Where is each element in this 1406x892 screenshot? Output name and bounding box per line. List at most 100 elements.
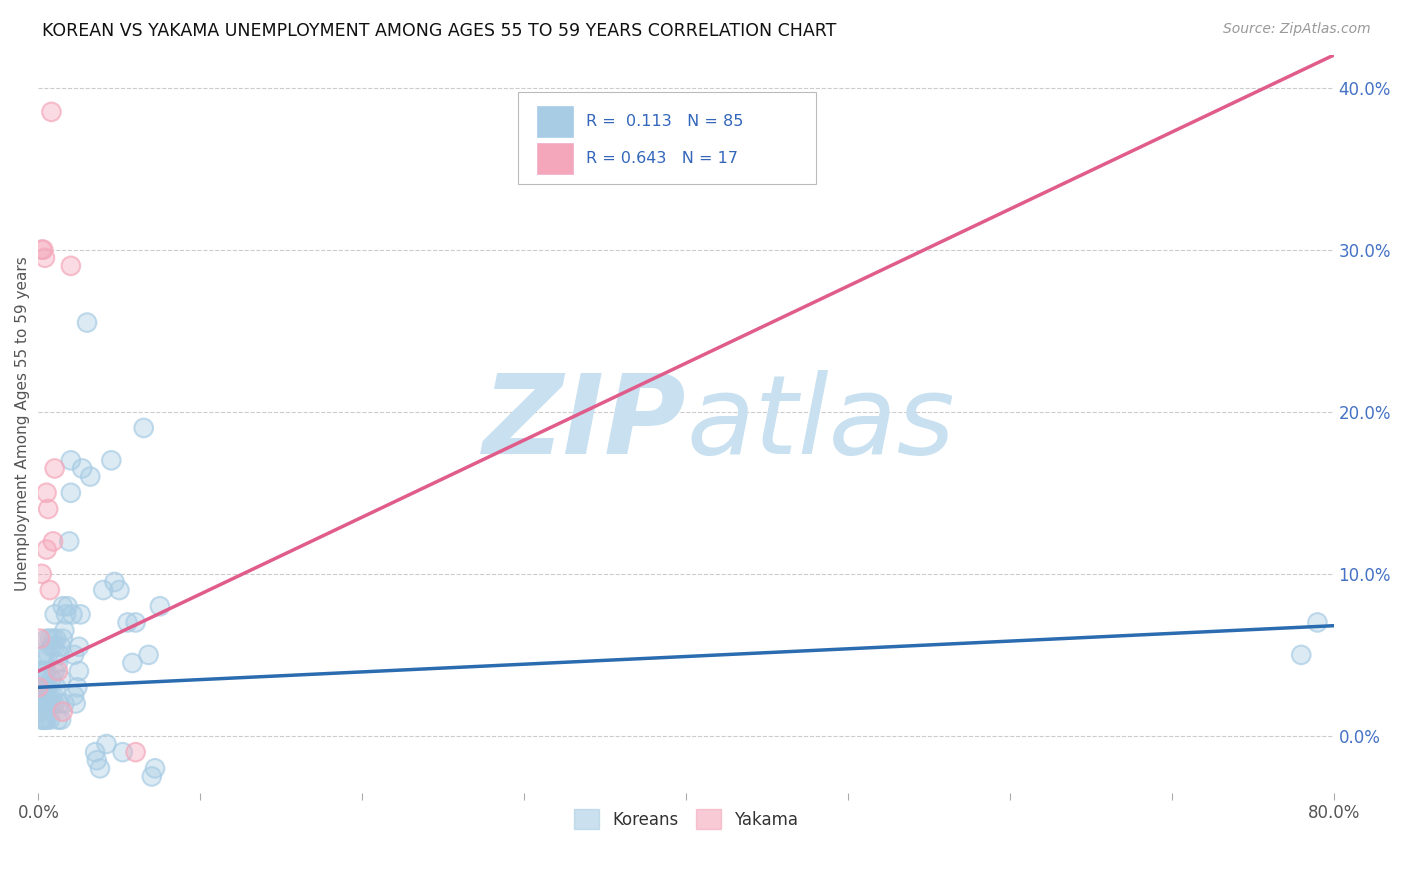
Point	[44, 697, 66, 711]
Point	[30, 705, 52, 719]
Point	[38, 582, 60, 597]
Point	[37, 502, 59, 516]
Point	[32, 713, 55, 727]
Point	[76, 316, 98, 330]
Point	[89, 761, 111, 775]
Point	[37, 697, 59, 711]
Point	[111, 745, 134, 759]
Point	[121, 656, 143, 670]
Point	[66, 681, 89, 695]
Point	[32, 697, 55, 711]
Point	[67, 664, 90, 678]
Point	[1291, 648, 1313, 662]
Point	[52, 599, 75, 614]
Point	[96, 737, 118, 751]
Point	[89, 761, 111, 775]
Point	[117, 615, 139, 630]
Point	[34, 251, 56, 265]
Point	[44, 640, 66, 654]
Point	[59, 485, 82, 500]
Point	[34, 251, 56, 265]
Point	[67, 664, 90, 678]
Point	[45, 632, 67, 646]
Point	[58, 534, 80, 549]
Point	[141, 769, 163, 783]
Point	[37, 502, 59, 516]
Point	[42, 632, 65, 646]
Point	[52, 705, 75, 719]
Point	[31, 681, 53, 695]
Point	[44, 664, 66, 678]
Point	[100, 453, 122, 467]
Point	[55, 607, 77, 622]
Point	[124, 745, 146, 759]
Point	[35, 713, 58, 727]
Point	[49, 672, 72, 686]
Point	[52, 599, 75, 614]
Point	[35, 664, 58, 678]
Point	[143, 761, 166, 775]
Point	[32, 664, 55, 678]
Point	[44, 664, 66, 678]
Point	[30, 632, 52, 646]
Point	[121, 656, 143, 670]
Point	[32, 681, 55, 695]
Point	[111, 745, 134, 759]
Point	[38, 713, 60, 727]
Point	[45, 681, 67, 695]
Point	[46, 713, 69, 727]
FancyBboxPatch shape	[517, 92, 815, 185]
Text: R =  0.113   N = 85: R = 0.113 N = 85	[586, 114, 744, 129]
Point	[41, 672, 63, 686]
Point	[31, 243, 53, 257]
Point	[34, 664, 56, 678]
Point	[42, 534, 65, 549]
Point	[91, 582, 114, 597]
Point	[31, 664, 53, 678]
Point	[62, 607, 84, 622]
Text: R = 0.643   N = 17: R = 0.643 N = 17	[586, 151, 738, 166]
Point	[67, 640, 90, 654]
Point	[86, 753, 108, 767]
Point	[37, 648, 59, 662]
Point	[32, 713, 55, 727]
Point	[132, 421, 155, 435]
Point	[66, 681, 89, 695]
Point	[124, 745, 146, 759]
Point	[42, 632, 65, 646]
Point	[55, 607, 77, 622]
Point	[65, 697, 87, 711]
Point	[48, 648, 70, 662]
Point	[132, 421, 155, 435]
Point	[37, 681, 59, 695]
Point	[31, 664, 53, 678]
Point	[41, 697, 63, 711]
Point	[30, 705, 52, 719]
Point	[149, 599, 172, 614]
Point	[38, 632, 60, 646]
Point	[86, 753, 108, 767]
Point	[35, 632, 58, 646]
Point	[35, 697, 58, 711]
Point	[34, 648, 56, 662]
Point	[1291, 648, 1313, 662]
Point	[38, 689, 60, 703]
Point	[30, 689, 52, 703]
Point	[96, 737, 118, 751]
Point	[46, 664, 69, 678]
Point	[32, 664, 55, 678]
Point	[38, 582, 60, 597]
Point	[41, 697, 63, 711]
Point	[53, 697, 76, 711]
Text: atlas: atlas	[686, 370, 955, 477]
Point	[138, 648, 160, 662]
Point	[103, 574, 125, 589]
Point	[59, 453, 82, 467]
Point	[27, 681, 49, 695]
Point	[108, 582, 131, 597]
Point	[35, 485, 58, 500]
Point	[59, 485, 82, 500]
Point	[49, 672, 72, 686]
Point	[42, 689, 65, 703]
Point	[35, 697, 58, 711]
